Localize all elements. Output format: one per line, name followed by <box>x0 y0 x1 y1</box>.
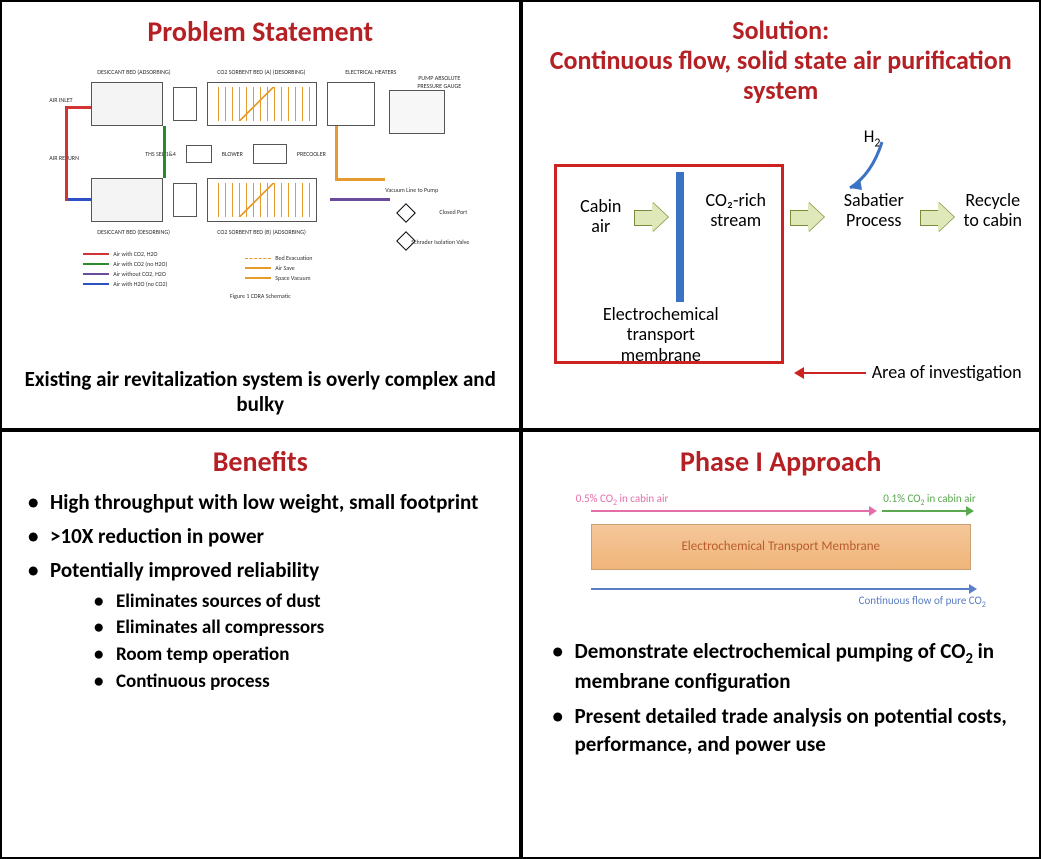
problem-caption: Existing air revitalization system is ov… <box>20 367 501 417</box>
label-pump: PUMP ABSOLUTE PRESSURE GAUGE <box>409 74 469 90</box>
subitem-3: Continuous process <box>94 669 501 696</box>
label-ths: THS SEL 1&4 <box>145 150 176 158</box>
phase-bullet-0: Demonstrate electrochemical pumping of C… <box>553 638 1022 696</box>
benefit-2-text: Potentially improved reliability <box>50 557 319 583</box>
panel-benefits: Benefits High throughput with low weight… <box>0 430 521 859</box>
legend-4: Bed Evacuation <box>275 254 312 262</box>
solution-flow-diagram: Cabin air CO₂-rich stream H2 Sabatier Pr… <box>546 124 1016 404</box>
bottom-flow-label: Continuous flow of pure CO2 <box>859 594 986 610</box>
panel-solution: Solution: Continuous flow, solid state a… <box>521 0 1041 430</box>
input-flow-label: 0.5% CO2 in cabin air <box>576 492 669 508</box>
desiccant-bed-b <box>91 178 163 222</box>
label-sorbent-b: CO2 SORBENT BED (B) (ADSORBING) <box>217 228 306 236</box>
membrane-label: Electrochemical transport membrane <box>586 304 736 366</box>
input-flow-arrow <box>591 510 869 512</box>
label-precooler: PRECOOLER <box>297 150 326 158</box>
label-vacuum: Vacuum Line to Pump <box>385 186 445 194</box>
sorbent-bed-b <box>207 178 317 222</box>
membrane-bar <box>676 172 684 302</box>
legend-5: Air Save <box>275 264 294 272</box>
label-desiccant-b: DESICCANT BED (DESORBING) <box>97 228 170 236</box>
heading-phase: Phase I Approach <box>541 446 1022 478</box>
flow-recycle: Recycle to cabin <box>958 190 1028 231</box>
legend-0: Air with CO2, H2O <box>113 250 157 258</box>
panel-phase: Phase I Approach 0.5% CO2 in cabin air 0… <box>521 430 1041 859</box>
legend-6: Space Vacuum <box>275 274 310 282</box>
phase-diagram: 0.5% CO2 in cabin air 0.1% CO2 in cabin … <box>566 488 996 618</box>
pump-block <box>389 90 445 134</box>
heater-block <box>327 82 375 126</box>
label-blower: BLOWER <box>222 150 243 158</box>
panel-problem: Problem Statement DESICCANT BED (ADSORBI… <box>0 0 521 430</box>
label-heaters: ELECTRICAL HEATERS <box>345 68 396 76</box>
bottom-flow-arrow <box>591 588 969 590</box>
subitem-1: Eliminates all compressors <box>94 615 501 642</box>
phase-bullet-1: Present detailed trade analysis on poten… <box>553 703 1022 758</box>
legend-3: Air with H2O (no CO2) <box>113 280 167 288</box>
benefit-0: High throughput with low weight, small f… <box>28 488 501 516</box>
flow-sabatier: Sabatier Process <box>834 190 914 231</box>
benefit-1: >10X reduction in power <box>28 522 501 550</box>
benefits-sublist: Eliminates sources of dust Eliminates al… <box>50 589 501 695</box>
arrow-2 <box>790 202 824 232</box>
output-flow-label: 0.1% CO2 in cabin air <box>883 492 976 508</box>
cdra-schematic: DESICCANT BED (ADSORBING) CO2 SORBENT BE… <box>45 58 475 303</box>
sorbent-bed-a <box>207 82 317 126</box>
phase-bullets: Demonstrate electrochemical pumping of C… <box>541 638 1022 758</box>
label-return: AIR RETURN <box>49 154 79 162</box>
heading-benefits: Benefits <box>20 446 501 478</box>
benefits-list: High throughput with low weight, small f… <box>20 488 501 695</box>
subitem-0: Eliminates sources of dust <box>94 589 501 616</box>
flow-cabin-air: Cabin air <box>572 196 630 237</box>
membrane-block: Electrochemical Transport Membrane <box>591 524 971 570</box>
output-flow-arrow <box>882 510 966 512</box>
precooler <box>253 144 287 164</box>
label-sorbent-a: CO2 SORBENT BED (A) (DESORBING) <box>217 68 305 76</box>
quad-grid: Problem Statement DESICCANT BED (ADSORBI… <box>0 0 1041 859</box>
blower <box>186 145 212 163</box>
legend-1: Air with CO2 (no H2O) <box>113 260 167 268</box>
desiccant-bed-a <box>91 82 163 126</box>
label-desiccant-a: DESICCANT BED (ADSORBING) <box>97 68 170 76</box>
heading-problem: Problem Statement <box>20 16 501 48</box>
label-closed-port: Closed Port <box>439 208 467 216</box>
label-schrader: Schrader Isolation Valve <box>411 238 471 246</box>
flow-co2-stream: CO₂-rich stream <box>694 190 778 231</box>
benefit-2: Potentially improved reliability Elimina… <box>28 556 501 695</box>
investigation-label: Area of investigation <box>872 362 1032 383</box>
red-arrow-icon <box>804 372 866 374</box>
schematic-caption: Figure 1 CDRA Schematic <box>45 292 475 300</box>
label-inlet: AIR INLET <box>49 96 72 104</box>
arrow-1 <box>634 202 668 232</box>
legend-2: Air without CO2, H2O <box>113 270 166 278</box>
subitem-2: Room temp operation <box>94 642 501 669</box>
heading-solution: Solution: Continuous flow, solid state a… <box>541 16 1022 106</box>
arrow-3 <box>920 202 954 232</box>
